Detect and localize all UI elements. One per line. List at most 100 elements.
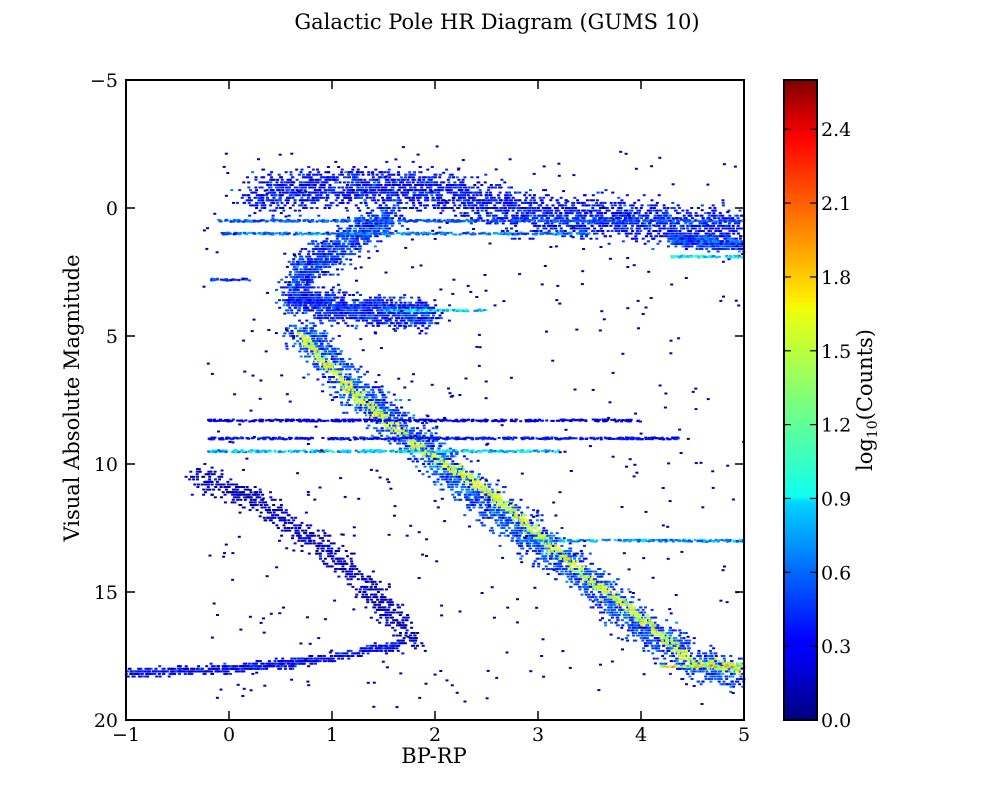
density-point-giant-branch-clump bbox=[387, 168, 391, 171]
density-point-giant-branch-clump bbox=[318, 186, 322, 189]
density-point-giant-branch-clump bbox=[595, 199, 599, 202]
density-point-giant-branch-clump bbox=[404, 194, 408, 197]
density-point-subgiant-region bbox=[357, 314, 361, 317]
density-point-giant-branch-clump bbox=[620, 227, 624, 230]
density-point-giant-branch-clump bbox=[621, 214, 625, 217]
density-point-giant-branch-clump bbox=[634, 232, 638, 235]
density-point-upper-main-sequence-turnoff bbox=[326, 255, 330, 258]
density-point-main-sequence bbox=[636, 634, 639, 637]
density-point-giant-branch-clump bbox=[485, 191, 489, 194]
density-point-giant-branch-clump bbox=[523, 194, 527, 197]
density-point-subgiant-region bbox=[310, 304, 314, 307]
density-point-giant-branch-clump bbox=[508, 199, 512, 202]
density-point-subgiant-region bbox=[303, 291, 307, 294]
density-point-giant-branch-clump bbox=[445, 189, 449, 192]
density-point-giant-branch-clump bbox=[582, 217, 586, 220]
density-point-giant-branch-clump bbox=[318, 178, 322, 181]
density-point-giant-branch-clump bbox=[494, 207, 498, 209]
density-point-giant-branch-clump bbox=[713, 214, 717, 217]
density-point-upper-main-sequence-turnoff bbox=[327, 250, 331, 253]
density-point-giant-branch-clump bbox=[624, 230, 628, 232]
density-point-giant-branch-clump bbox=[480, 209, 484, 212]
density-point-giant-branch-clump bbox=[533, 209, 537, 212]
density-point-subgiant-region bbox=[342, 309, 346, 312]
density-point-giant-branch-clump bbox=[467, 204, 471, 207]
density-point-subgiant-region bbox=[363, 306, 367, 309]
density-point-giant-branch-clump bbox=[353, 194, 357, 197]
density-point-giant-branch-clump bbox=[679, 217, 682, 220]
density-point-subgiant-region bbox=[383, 304, 387, 307]
density-point-upper-main-sequence-turnoff bbox=[382, 230, 386, 232]
density-point-upper-main-sequence-turnoff bbox=[318, 273, 322, 276]
density-point-giant-branch-clump bbox=[543, 214, 547, 217]
density-point-upper-main-sequence-turnoff bbox=[282, 304, 286, 307]
density-point-giant-branch-clump bbox=[269, 178, 273, 181]
density-point-giant-branch-clump bbox=[485, 207, 489, 209]
density-point-giant-branch-clump bbox=[308, 171, 312, 174]
density-point-main-sequence bbox=[514, 524, 518, 527]
density-point-giant-branch-clump bbox=[479, 194, 483, 197]
density-point-giant-branch-clump bbox=[575, 209, 578, 212]
density-point-subgiant-region bbox=[326, 306, 330, 309]
density-point-upper-main-sequence-turnoff bbox=[387, 214, 391, 217]
density-point-upper-main-sequence-turnoff bbox=[314, 258, 318, 261]
density-point-subgiant-region bbox=[362, 304, 366, 307]
density-point-subgiant-region bbox=[340, 312, 344, 314]
density-point-giant-branch-clump bbox=[589, 212, 593, 215]
density-point-giant-branch-clump bbox=[251, 171, 255, 174]
density-point-giant-branch-clump bbox=[319, 196, 323, 199]
density-point-upper-main-sequence-turnoff bbox=[307, 260, 310, 263]
density-point-subgiant-region bbox=[392, 304, 396, 307]
density-point-giant-branch-clump bbox=[438, 173, 442, 176]
density-point-giant-branch-clump bbox=[574, 214, 578, 217]
density-point-giant-branch-clump bbox=[551, 227, 555, 230]
density-point-giant-branch-clump bbox=[356, 178, 360, 181]
density-point-giant-branch-clump bbox=[288, 196, 291, 199]
density-point-giant-branch-clump bbox=[548, 212, 552, 215]
density-point-giant-branch-clump bbox=[655, 201, 659, 204]
density-point-giant-branch-clump bbox=[475, 199, 479, 202]
density-point-upper-main-sequence-turnoff bbox=[308, 242, 312, 245]
density-point-giant-branch-clump bbox=[514, 224, 518, 227]
density-point-giant-branch-clump bbox=[465, 199, 469, 202]
density-point-giant-branch-clump bbox=[529, 199, 533, 202]
density-point-giant-branch-clump bbox=[555, 230, 559, 232]
density-point-upper-main-sequence-turnoff bbox=[297, 253, 301, 256]
density-point-giant-branch-clump bbox=[351, 173, 355, 176]
density-point-giant-branch-clump bbox=[559, 227, 563, 230]
density-point-giant-branch-clump bbox=[386, 196, 390, 199]
density-point-giant-branch-clump bbox=[696, 207, 700, 209]
density-point-giant-branch-clump bbox=[495, 184, 499, 186]
density-point-subgiant-region bbox=[368, 299, 372, 302]
density-point-giant-branch-clump bbox=[535, 230, 539, 232]
density-point-giant-branch-clump bbox=[549, 227, 553, 230]
density-point-giant-branch-clump bbox=[418, 191, 422, 194]
density-point-subgiant-region bbox=[424, 317, 428, 320]
density-point-main-sequence bbox=[709, 644, 713, 647]
density-point-giant-branch-clump bbox=[374, 168, 378, 171]
density-point-giant-branch-clump bbox=[736, 217, 740, 220]
density-point-giant-branch-clump bbox=[660, 235, 664, 238]
density-point-giant-branch-clump bbox=[279, 212, 283, 215]
density-point-giant-branch-clump bbox=[486, 212, 490, 215]
density-point-giant-branch-clump bbox=[521, 214, 524, 217]
density-point-giant-branch-clump bbox=[420, 186, 424, 189]
density-point-upper-main-sequence-turnoff bbox=[323, 253, 327, 256]
density-point-subgiant-region bbox=[380, 299, 384, 302]
density-point-main-sequence bbox=[591, 593, 595, 596]
density-point-giant-branch-clump bbox=[732, 245, 736, 248]
density-point-upper-main-sequence-turnoff bbox=[367, 235, 371, 238]
density-point-subgiant-region bbox=[409, 319, 413, 322]
density-point-subgiant-region bbox=[355, 309, 359, 312]
density-point-giant-branch-clump bbox=[561, 217, 565, 220]
density-point-giant-branch-clump bbox=[714, 227, 718, 230]
density-point-giant-branch-clump bbox=[661, 222, 665, 225]
density-point-giant-branch-clump bbox=[325, 199, 328, 202]
density-point-giant-branch-clump bbox=[722, 227, 726, 230]
density-point-giant-branch-clump bbox=[723, 237, 727, 240]
density-point-main-sequence bbox=[484, 478, 488, 481]
density-point-main-sequence bbox=[348, 368, 352, 371]
density-point-subgiant-region bbox=[410, 306, 414, 309]
density-point-main-sequence bbox=[484, 514, 488, 517]
density-point-subgiant-region bbox=[299, 301, 303, 304]
